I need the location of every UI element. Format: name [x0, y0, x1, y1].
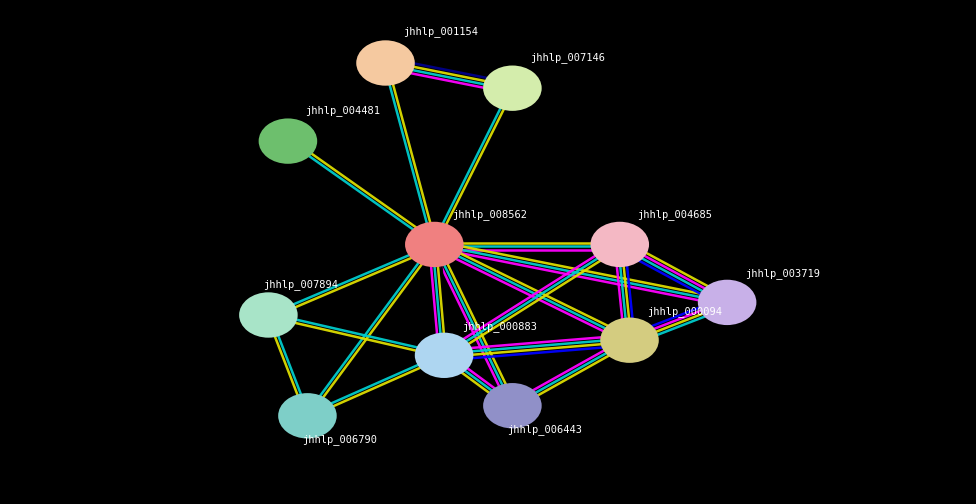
- Text: jhhlp_006443: jhhlp_006443: [508, 424, 583, 435]
- Text: jhhlp_006790: jhhlp_006790: [303, 434, 378, 445]
- Text: jhhlp_004685: jhhlp_004685: [637, 209, 712, 220]
- Ellipse shape: [356, 40, 415, 86]
- Ellipse shape: [590, 222, 649, 267]
- Text: jhhlp_004481: jhhlp_004481: [305, 105, 381, 116]
- Ellipse shape: [483, 383, 542, 428]
- Text: jhhlp_001154: jhhlp_001154: [403, 26, 478, 37]
- Ellipse shape: [600, 318, 659, 363]
- Text: jhhlp_007894: jhhlp_007894: [264, 279, 339, 290]
- Ellipse shape: [483, 66, 542, 111]
- Text: jhhlp_008562: jhhlp_008562: [452, 209, 527, 220]
- Text: jhhlp_000883: jhhlp_000883: [462, 321, 537, 332]
- Text: jhhlp_000094: jhhlp_000094: [647, 306, 722, 317]
- Ellipse shape: [259, 118, 317, 164]
- Text: jhhlp_003719: jhhlp_003719: [745, 268, 820, 279]
- Ellipse shape: [239, 292, 298, 338]
- Ellipse shape: [698, 280, 756, 325]
- Ellipse shape: [278, 393, 337, 438]
- Ellipse shape: [405, 222, 464, 267]
- Ellipse shape: [415, 333, 473, 378]
- Text: jhhlp_007146: jhhlp_007146: [530, 52, 605, 63]
